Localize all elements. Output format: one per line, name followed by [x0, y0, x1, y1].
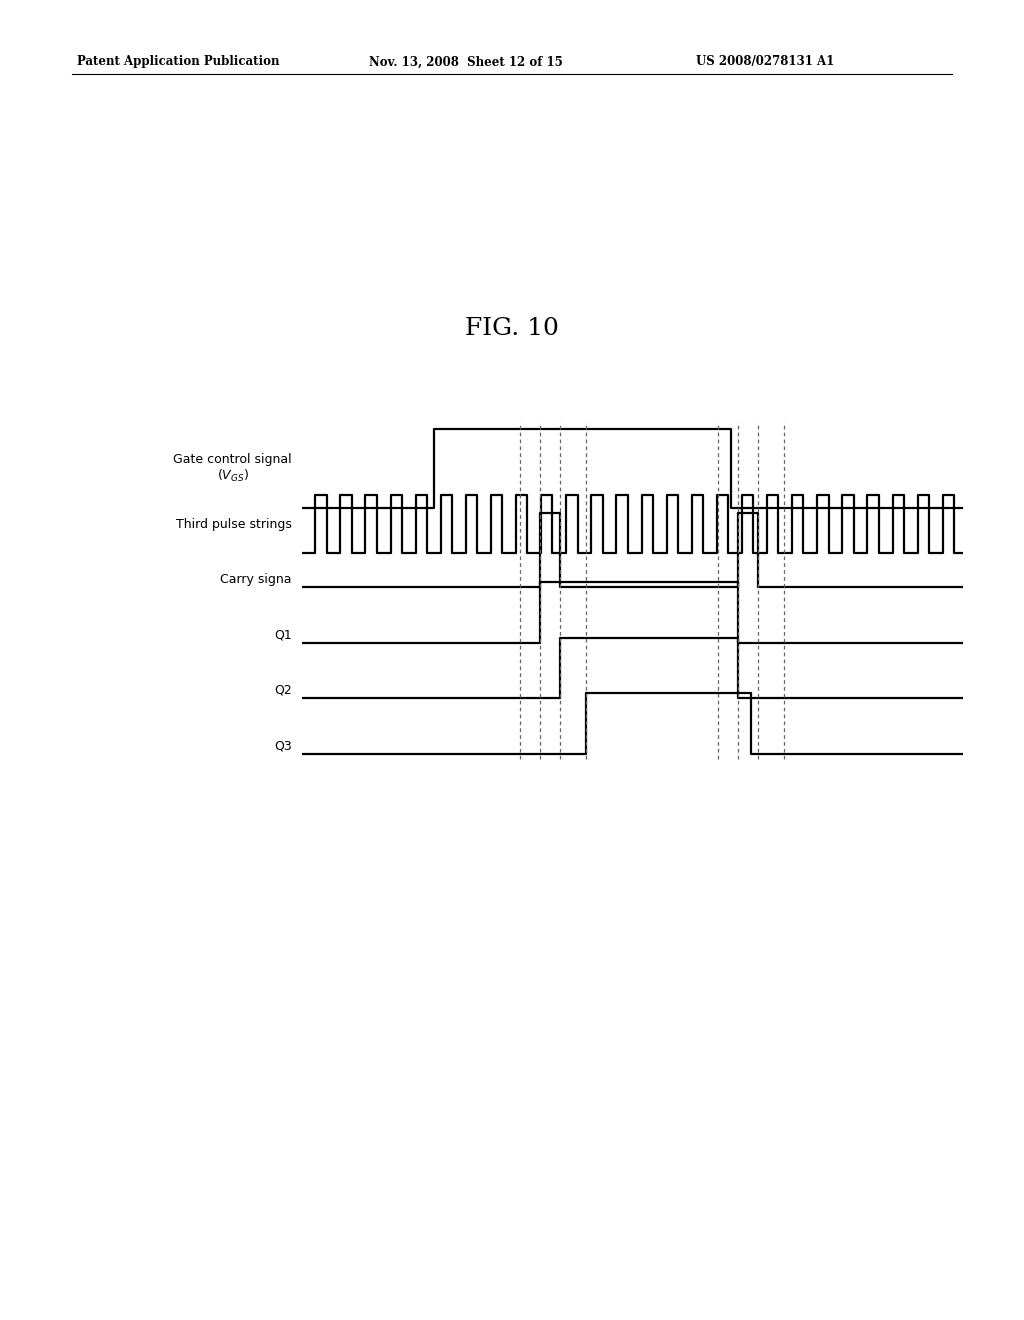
Text: Gate control signal
$(V_{GS})$: Gate control signal $(V_{GS})$	[173, 453, 292, 484]
Text: US 2008/0278131 A1: US 2008/0278131 A1	[696, 55, 835, 69]
Text: Nov. 13, 2008  Sheet 12 of 15: Nov. 13, 2008 Sheet 12 of 15	[369, 55, 562, 69]
Text: Q3: Q3	[274, 739, 292, 752]
Text: FIG. 10: FIG. 10	[465, 317, 559, 339]
Text: Q2: Q2	[274, 684, 292, 697]
Text: Q1: Q1	[274, 628, 292, 642]
Text: Carry signa: Carry signa	[220, 573, 292, 586]
Text: Third pulse strings: Third pulse strings	[176, 517, 292, 531]
Text: Patent Application Publication: Patent Application Publication	[77, 55, 280, 69]
